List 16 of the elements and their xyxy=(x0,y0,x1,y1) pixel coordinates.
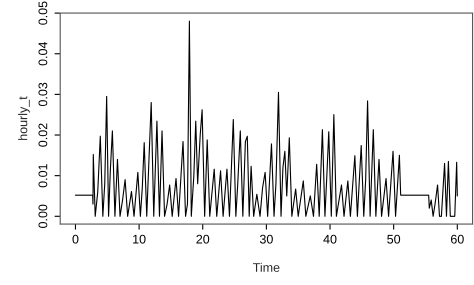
y-tick-label: 0.01 xyxy=(38,164,48,188)
x-tick-label: 30 xyxy=(260,234,273,244)
x-tick-label: 40 xyxy=(323,234,336,244)
y-tick-label: 0.02 xyxy=(38,123,48,147)
y-tick-label: 0.03 xyxy=(38,82,48,106)
x-tick-label: 0 xyxy=(72,234,78,244)
x-tick-label: 20 xyxy=(196,234,210,244)
y-axis-title: hourly_t xyxy=(18,96,30,140)
x-tick-label: 10 xyxy=(133,234,146,244)
x-tick-label: 60 xyxy=(450,234,464,244)
line-series xyxy=(74,20,458,217)
y-tick-label: 0.00 xyxy=(38,204,48,228)
y-tick-label: 0.05 xyxy=(38,1,48,25)
x-tick-label: 50 xyxy=(387,234,400,244)
y-tick-label: 0.04 xyxy=(38,42,48,66)
x-axis-title: Time xyxy=(253,262,280,272)
